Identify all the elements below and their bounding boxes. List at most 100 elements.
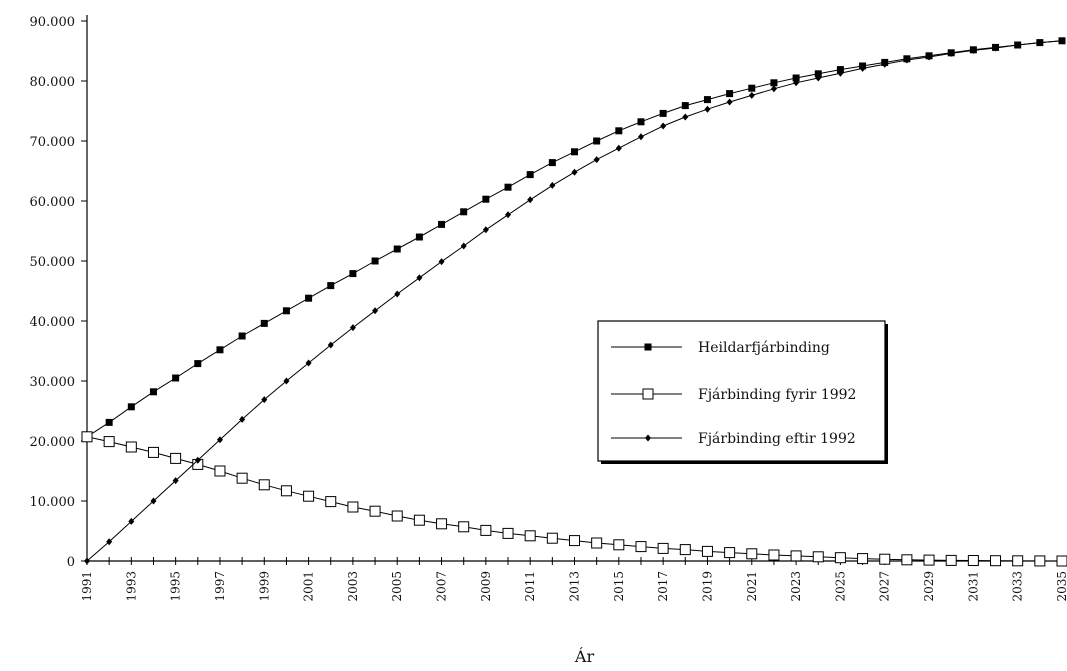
series-line: [86, 40, 1063, 562]
data-point: [635, 541, 647, 553]
data-point: [480, 524, 492, 536]
data-point: [637, 118, 645, 126]
series-layer: [81, 37, 1067, 567]
x-axis-ticks: 1991 1993 1995 1997 1999 2001 2003 2005 2007 2009…: [80, 557, 1067, 602]
data-point: [371, 257, 379, 265]
data-point: [127, 403, 135, 411]
data-point: [438, 220, 446, 228]
data-point: [857, 553, 869, 565]
data-point: [170, 452, 182, 464]
data-point: [239, 415, 246, 423]
data-point: [458, 521, 470, 533]
data-point: [416, 274, 423, 282]
data-point: [571, 168, 578, 176]
x-tick-label: 1997: [213, 571, 227, 602]
data-point: [593, 156, 600, 164]
y-tick-label: 80.000: [30, 75, 76, 90]
data-point: [303, 490, 315, 502]
data-point: [369, 505, 381, 517]
data-point: [926, 53, 933, 61]
x-tick-label: 2017: [656, 571, 670, 602]
data-point: [194, 456, 201, 464]
legend-item-2: Fjárbinding fyrir 1992: [611, 387, 856, 403]
x-tick-label: 2019: [700, 571, 714, 602]
data-point: [172, 477, 179, 485]
y-tick-label: 40.000: [30, 315, 76, 330]
data-point: [325, 496, 337, 508]
x-tick-label: 1991: [80, 571, 94, 602]
series-line: [86, 40, 1063, 438]
data-point: [613, 539, 625, 551]
data-point: [482, 195, 490, 203]
data-point: [682, 113, 689, 121]
data-point: [1056, 555, 1067, 567]
y-axis-ticks: 0 10.000 20.000 30.000 40.000 50.000 60.000 70.…: [30, 15, 87, 570]
x-tick-label: 2011: [523, 571, 537, 602]
data-point: [1059, 37, 1065, 45]
data-point: [261, 396, 268, 404]
data-point: [1014, 41, 1021, 49]
data-point: [548, 159, 556, 167]
data-point: [1036, 39, 1043, 47]
x-tick-label: 2021: [745, 571, 759, 602]
data-point: [413, 514, 425, 526]
legend-label: Fjárbinding eftir 1992: [698, 431, 856, 447]
data-point: [901, 554, 913, 566]
data-point: [105, 418, 113, 426]
data-point: [236, 472, 248, 484]
data-point: [859, 64, 866, 72]
data-point: [792, 74, 800, 82]
data-point: [879, 553, 891, 565]
data-point: [1034, 555, 1046, 567]
data-point: [770, 85, 777, 93]
data-point: [280, 485, 292, 497]
x-tick-label: 2013: [568, 571, 582, 602]
data-point: [571, 148, 578, 156]
data-point: [660, 122, 667, 130]
data-point: [149, 388, 157, 396]
data-point: [701, 545, 713, 557]
legend-label: Fjárbinding fyrir 1992: [698, 387, 856, 403]
data-point: [768, 549, 780, 561]
data-point: [815, 74, 822, 82]
x-tick-label: 2015: [612, 571, 626, 602]
data-point: [305, 359, 312, 367]
x-tick-label: 2029: [922, 571, 936, 602]
data-point: [505, 211, 512, 219]
data-point: [349, 324, 356, 332]
y-tick-label: 50.000: [30, 255, 76, 270]
data-point: [549, 181, 556, 189]
data-point: [526, 171, 534, 179]
data-point: [793, 79, 800, 87]
data-point: [372, 307, 379, 315]
data-point: [327, 341, 334, 349]
data-point: [703, 96, 711, 104]
data-point: [327, 282, 335, 290]
data-point: [147, 446, 159, 458]
data-point: [903, 56, 910, 64]
y-tick-label: 70.000: [30, 135, 76, 150]
data-point: [172, 374, 180, 382]
data-point: [945, 554, 957, 566]
data-point: [150, 497, 157, 505]
data-point: [482, 226, 489, 234]
data-point: [837, 69, 844, 77]
x-tick-label: 2007: [435, 571, 449, 602]
y-tick-label: 60.000: [30, 195, 76, 210]
data-point: [81, 431, 93, 443]
data-point: [990, 555, 1002, 567]
data-point: [836, 66, 844, 74]
x-tick-label: 2035: [1055, 571, 1067, 602]
data-point: [103, 436, 115, 448]
data-point: [615, 127, 623, 135]
data-point: [125, 441, 137, 453]
y-tick-label: 10.000: [30, 495, 76, 510]
axes: [86, 15, 1062, 562]
data-point: [748, 84, 756, 92]
y-tick-label: 20.000: [30, 435, 76, 450]
data-point: [593, 137, 601, 145]
data-point: [704, 105, 711, 113]
data-point: [726, 90, 734, 98]
data-point: [970, 46, 977, 54]
series-3: [84, 37, 1065, 565]
